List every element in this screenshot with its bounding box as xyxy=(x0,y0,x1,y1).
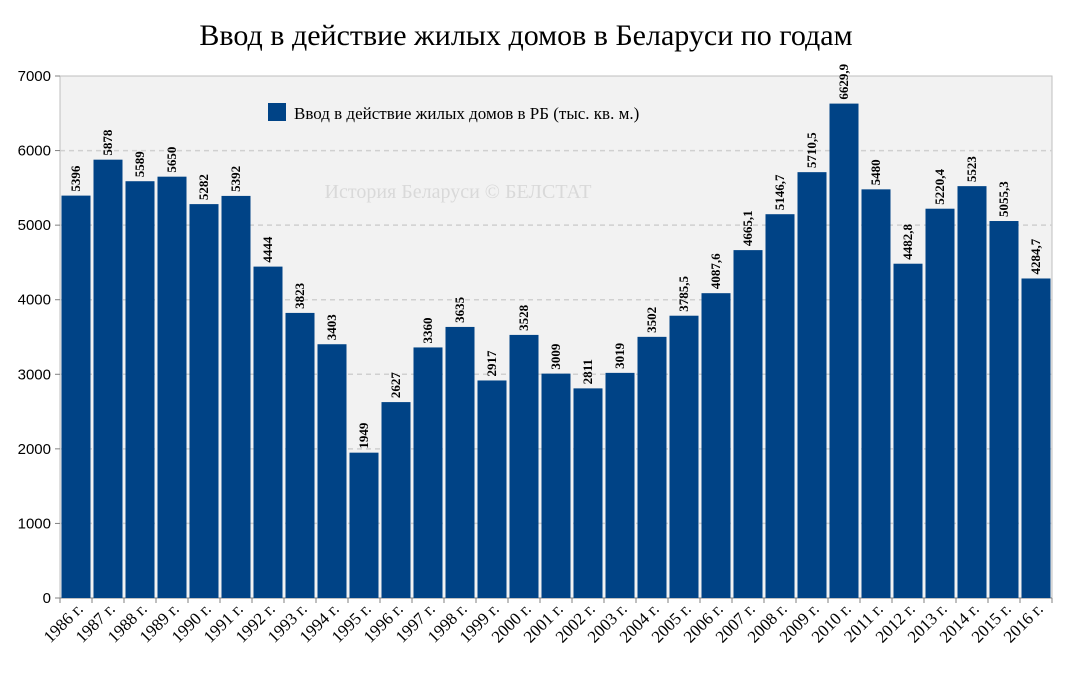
bar xyxy=(285,312,315,598)
legend-label: Ввод в действие жилых домов в РБ (тыс. к… xyxy=(294,104,639,123)
y-tick-label: 5000 xyxy=(18,217,51,234)
data-label: 1949 xyxy=(356,422,371,449)
data-label: 5480 xyxy=(868,159,883,185)
data-label: 5396 xyxy=(68,165,83,192)
bar xyxy=(381,402,411,598)
y-tick-label: 2000 xyxy=(18,441,51,458)
y-tick-label: 3000 xyxy=(18,366,51,383)
data-label: 3009 xyxy=(548,343,563,370)
data-label: 3403 xyxy=(324,314,339,341)
data-label: 5523 xyxy=(964,156,979,183)
data-label: 4284,7 xyxy=(1028,238,1043,274)
data-label: 3528 xyxy=(516,304,531,331)
bar xyxy=(125,181,155,599)
data-label: 5878 xyxy=(100,129,115,156)
bar xyxy=(925,208,955,598)
bar xyxy=(413,347,443,598)
bar xyxy=(861,189,891,598)
data-label: 2917 xyxy=(484,350,499,377)
bars xyxy=(61,103,1051,599)
data-label: 3635 xyxy=(452,296,467,323)
bar xyxy=(157,176,187,598)
bar xyxy=(509,334,539,598)
data-label: 5220,4 xyxy=(932,168,947,204)
bar xyxy=(669,315,699,598)
data-label: 3360 xyxy=(420,317,435,343)
bar xyxy=(317,344,347,598)
data-label: 5392 xyxy=(228,166,243,192)
data-label: 3019 xyxy=(612,342,627,369)
data-label: 5146,7 xyxy=(772,174,787,210)
data-label: 4087,6 xyxy=(708,253,723,289)
x-axis: 1986 г.1987 г.1988 г.1989 г.1990 г.1991 … xyxy=(40,598,1053,646)
data-label: 5055,3 xyxy=(996,181,1011,217)
watermark: История Беларуси © БЕЛСТАТ xyxy=(325,181,592,203)
bar xyxy=(573,388,603,598)
data-label: 3823 xyxy=(292,282,307,309)
data-label: 3502 xyxy=(644,307,659,333)
bar xyxy=(541,373,571,598)
chart-title: Ввод в действие жилых домов в Беларуси п… xyxy=(199,19,852,52)
bar xyxy=(61,195,91,599)
data-label: 2811 xyxy=(580,359,595,384)
bar xyxy=(957,186,987,598)
bar xyxy=(445,326,475,598)
data-label: 3785,5 xyxy=(676,275,691,311)
data-label: 5710,5 xyxy=(804,132,819,168)
y-tick-label: 1000 xyxy=(18,515,51,532)
bar xyxy=(989,221,1019,599)
bar xyxy=(733,250,763,598)
y-tick-label: 4000 xyxy=(18,292,51,309)
legend-swatch xyxy=(268,103,286,121)
bar xyxy=(637,336,667,598)
data-label: 5589 xyxy=(132,151,147,178)
bar xyxy=(797,172,827,598)
data-label: 4665,1 xyxy=(740,210,755,246)
bar xyxy=(893,263,923,598)
bar xyxy=(349,452,379,598)
data-label: 4444 xyxy=(260,236,275,263)
bar xyxy=(605,372,635,598)
data-label: 5650 xyxy=(164,147,179,173)
bar xyxy=(829,103,859,599)
bar xyxy=(765,214,795,598)
bar xyxy=(701,293,731,598)
y-tick-label: 7000 xyxy=(18,68,51,85)
bar xyxy=(93,159,123,599)
legend: Ввод в действие жилых домов в РБ (тыс. к… xyxy=(268,103,639,123)
bar xyxy=(221,195,251,598)
data-labels: 5396 5878 5589 5650 5282 5392 4444 3823 3403 1949… xyxy=(68,63,1043,448)
data-label: 6629,9 xyxy=(836,63,851,99)
bar xyxy=(477,380,507,598)
data-label: 5282 xyxy=(196,174,211,200)
bar xyxy=(1021,278,1051,598)
data-label: 4482,8 xyxy=(900,223,915,259)
bar xyxy=(253,266,283,598)
bar xyxy=(189,204,219,598)
y-tick-label: 6000 xyxy=(18,143,51,160)
y-tick-label: 0 xyxy=(43,590,51,607)
data-label: 2627 xyxy=(388,372,403,399)
